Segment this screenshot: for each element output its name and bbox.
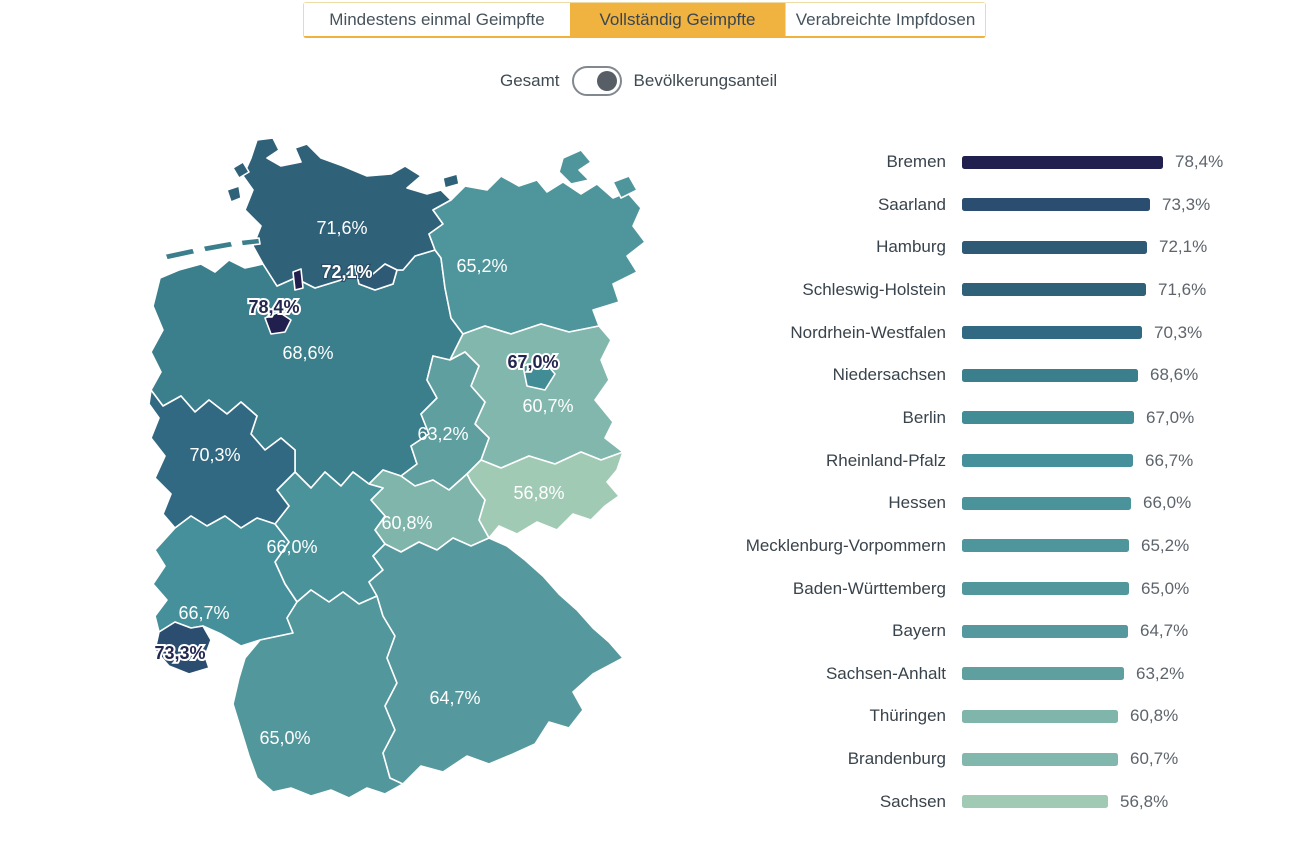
bar-row-be: Berlin 67,0%	[652, 404, 1272, 432]
bar-label-st: Sachsen-Anhalt	[825, 663, 946, 683]
population-share-switch[interactable]	[571, 66, 622, 96]
bar-row-th: Thüringen 60,8%	[652, 702, 1272, 730]
bar-label-mv: Mecklenburg-Vorpommern	[745, 535, 946, 555]
bar-value-he: 66,0%	[1143, 493, 1192, 513]
bar-bw[interactable]	[962, 582, 1129, 595]
display-mode-toggle-row: Gesamt Bevölkerungsanteil	[500, 66, 777, 96]
bar-value-mv: 65,2%	[1141, 535, 1190, 555]
map-state-berlin[interactable]	[522, 359, 556, 391]
bar-sl[interactable]	[962, 198, 1150, 212]
bar-label-th: Thüringen	[869, 706, 946, 726]
bar-mv[interactable]	[962, 539, 1129, 553]
map-state-saarland[interactable]	[154, 621, 212, 675]
bar-row-st: Sachsen-Anhalt 63,2%	[652, 660, 1272, 688]
bar-label-hh: Hamburg	[876, 237, 946, 257]
bar-value-hb: 78,4%	[1175, 152, 1224, 171]
toggle-label-bevoelkerungsanteil[interactable]: Bevölkerungsanteil	[633, 71, 778, 90]
map-state-thueringen[interactable]	[368, 469, 490, 553]
bar-hh[interactable]	[962, 240, 1147, 254]
germany-choropleth-map: 71,6% 65,2% 72,1% 78,4% 68,6% 67,0% 60,7…	[148, 138, 646, 799]
map-state-bremerhaven[interactable]	[292, 268, 304, 291]
bar-value-bw: 65,0%	[1141, 578, 1190, 598]
bar-row-mv: Mecklenburg-Vorpommern 65,2%	[652, 532, 1272, 560]
northfrisian-island-1	[232, 161, 250, 179]
toggle-label-gesamt[interactable]: Gesamt	[500, 71, 560, 90]
bar-row-by: Bayern 64,7%	[652, 617, 1272, 645]
bar-row-rp: Rheinland-Pfalz 66,7%	[652, 447, 1272, 475]
map-state-hessen[interactable]	[274, 471, 386, 605]
bar-row-bb: Brandenburg 60,7%	[652, 745, 1272, 773]
bar-row-he: Hessen 66,0%	[652, 489, 1272, 517]
bar-value-sn: 56,8%	[1120, 791, 1169, 811]
bar-ni[interactable]	[962, 368, 1138, 382]
bar-label-sh: Schleswig-Holstein	[802, 279, 946, 299]
bar-label-hb: Bremen	[886, 152, 946, 171]
bar-label-rp: Rheinland-Pfalz	[825, 450, 946, 470]
map-state-sachsen[interactable]	[466, 451, 624, 539]
bar-label-nw: Nordrhein-Westfalen	[790, 322, 946, 342]
bar-value-sh: 71,6%	[1158, 279, 1207, 299]
bar-row-ni: Niedersachsen 68,6%	[652, 361, 1272, 389]
bar-be[interactable]	[962, 411, 1134, 425]
eastfrisian-island-2	[202, 240, 234, 253]
tab-mindestens-einmal-geimpfte[interactable]: Mindestens einmal Geimpfte	[304, 3, 570, 36]
tab-bar: Mindestens einmal Geimpfte Vollständig Ge…	[303, 2, 986, 38]
map-state-mecklenburg-vorpommern[interactable]	[428, 175, 646, 335]
bar-value-sl: 73,3%	[1162, 194, 1211, 214]
bar-row-sl: Saarland 73,3%	[652, 191, 1272, 219]
tab-verabreichte-impfdosen[interactable]: Verabreichte Impfdosen	[785, 3, 985, 36]
bar-value-by: 64,7%	[1140, 621, 1189, 641]
bar-value-bb: 60,7%	[1130, 749, 1179, 769]
bar-value-rp: 66,7%	[1145, 450, 1194, 470]
eastfrisian-island-1	[164, 247, 196, 261]
bar-row-bw: Baden-Württemberg 65,0%	[652, 575, 1272, 603]
bar-row-sh: Schleswig-Holstein 71,6%	[652, 276, 1272, 304]
bar-value-th: 60,8%	[1130, 706, 1179, 726]
bar-st[interactable]	[962, 667, 1124, 681]
bar-value-ni: 68,6%	[1150, 365, 1199, 385]
bar-label-bb: Brandenburg	[847, 749, 946, 769]
bar-rp[interactable]	[962, 454, 1133, 468]
bar-label-sn: Sachsen	[879, 791, 946, 811]
bar-sh[interactable]	[962, 283, 1146, 297]
bar-label-sl: Saarland	[877, 194, 946, 214]
bar-sn[interactable]	[962, 795, 1108, 809]
bar-label-ni: Niedersachsen	[832, 365, 946, 385]
ruegen-island[interactable]	[558, 149, 592, 185]
fehmarn-island[interactable]	[442, 173, 460, 189]
switch-knob	[596, 71, 617, 91]
bar-value-be: 67,0%	[1146, 407, 1195, 427]
bar-row-hh: Hamburg 72,1%	[652, 233, 1272, 261]
tab-vollst-ndig-geimpfte[interactable]: Vollständig Geimpfte	[570, 3, 785, 36]
map-states	[148, 138, 646, 799]
bar-value-hh: 72,1%	[1159, 237, 1208, 257]
bar-label-bw: Baden-Württemberg	[792, 578, 946, 598]
bar-row-hb: Bremen 78,4%	[652, 148, 1272, 176]
bar-row-sn: Sachsen 56,8%	[652, 788, 1272, 816]
northfrisian-island-2	[226, 185, 242, 203]
map-state-bayern[interactable]	[368, 537, 624, 785]
bar-th[interactable]	[962, 709, 1118, 723]
bar-row-nw: Nordrhein-Westfalen 70,3%	[652, 319, 1272, 347]
bar-he[interactable]	[962, 496, 1131, 510]
bar-label-by: Bayern	[892, 621, 946, 641]
bar-value-nw: 70,3%	[1154, 322, 1203, 342]
bar-label-he: Hessen	[888, 493, 946, 513]
eastfrisian-island-3	[240, 237, 261, 247]
bar-hb[interactable]	[962, 155, 1163, 169]
bar-value-st: 63,2%	[1136, 663, 1185, 683]
bar-label-be: Berlin	[902, 407, 946, 427]
usedom-island[interactable]	[612, 175, 638, 199]
bar-bb[interactable]	[962, 752, 1118, 766]
map-state-hamburg[interactable]	[354, 263, 398, 291]
bar-nw[interactable]	[962, 326, 1142, 340]
map-state-bremen[interactable]	[264, 311, 292, 335]
bar-by[interactable]	[962, 624, 1128, 638]
